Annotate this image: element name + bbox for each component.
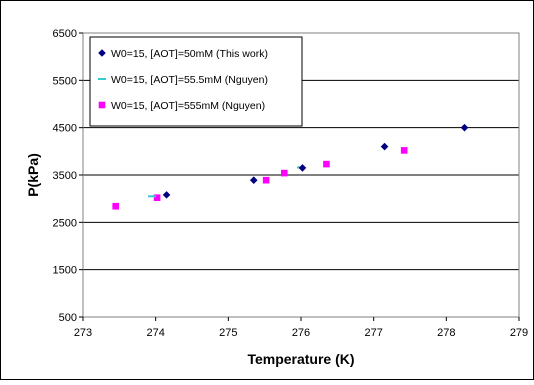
data-point (400, 147, 408, 154)
legend-label: W0=15, [AOT]=50mM (This work) (111, 48, 268, 60)
x-tick-label: 273 (74, 327, 92, 339)
data-point (460, 123, 469, 132)
x-tick-label: 278 (437, 327, 455, 339)
data-point (323, 160, 330, 168)
y-tick-label: 4500 (53, 123, 77, 135)
legend: W0=15, [AOT]=50mM (This work) W0=15, [AOT… (89, 36, 303, 127)
data-point (380, 142, 389, 151)
y-tick-label: 3500 (53, 170, 77, 182)
legend-marker (98, 101, 106, 109)
legend-label: W0=15, [AOT]=555mM (Nguyen) (111, 100, 265, 112)
data-point (162, 191, 171, 199)
x-tick-label: 275 (219, 327, 237, 339)
y-tick-label: 1500 (53, 265, 77, 277)
axis-ticks: 500 1500 2500 3500 4500 5500 6500 273 274 275 276 2… (53, 28, 529, 339)
legend-marker (98, 49, 106, 57)
data-point (298, 164, 307, 172)
legend-label: W0=15, [AOT]=55.5mM (Nguyen) (111, 74, 268, 86)
x-tick-label: 279 (510, 327, 528, 339)
x-axis-title: Temperature (K) (247, 351, 354, 367)
data-point (112, 202, 119, 210)
x-tick-label: 276 (292, 327, 310, 339)
y-tick-label: 5500 (53, 75, 77, 87)
legend-item: W0=15, [AOT]=50mM (This work) (98, 48, 268, 60)
y-tick-label: 500 (59, 312, 77, 324)
x-tick-label: 274 (146, 327, 164, 339)
y-tick-label: 2500 (53, 217, 77, 229)
data-point (280, 169, 288, 177)
legend-box (89, 36, 303, 127)
data-points (112, 123, 469, 210)
legend-item: W0=15, [AOT]=555mM (Nguyen) (98, 100, 265, 112)
legend-item: W0=15, [AOT]=55.5mM (Nguyen) (98, 74, 268, 86)
data-point (153, 194, 161, 202)
y-axis-title: P(kPa) (25, 153, 41, 197)
data-point (262, 176, 270, 184)
y-tick-label: 6500 (53, 28, 77, 40)
x-tick-label: 277 (364, 327, 382, 339)
data-point (249, 176, 258, 185)
